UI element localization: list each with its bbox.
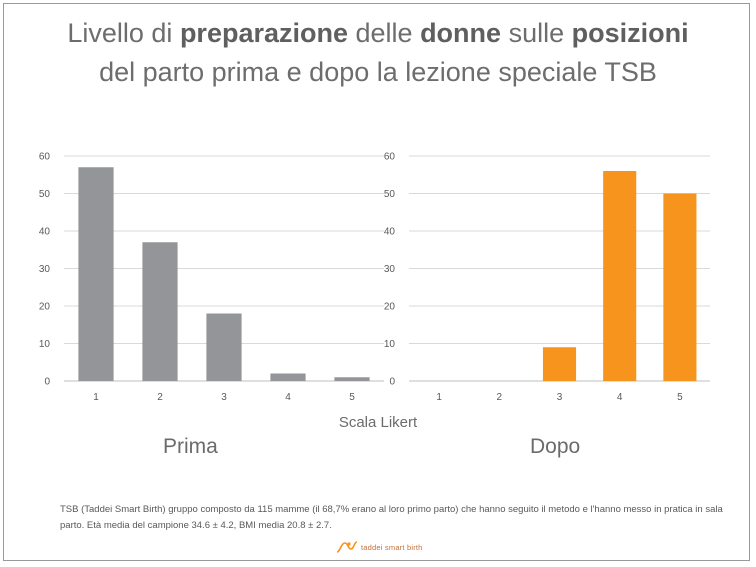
bar: [142, 242, 178, 381]
title-segment: Livello di: [67, 18, 180, 48]
title-segment: donne: [420, 18, 502, 48]
y-tick-label: 0: [389, 377, 395, 388]
x-tick-label: 1: [436, 392, 442, 403]
bar: [663, 193, 697, 381]
bar: [270, 373, 306, 381]
brand-logo-text: taddei smart birth: [361, 542, 423, 552]
y-tick-label: 40: [384, 227, 396, 238]
y-tick-label: 60: [39, 152, 51, 163]
bar: [603, 171, 637, 381]
title-segment: preparazione: [179, 18, 348, 48]
x-tick-label: 5: [349, 392, 355, 403]
x-tick-label: 3: [221, 392, 227, 403]
y-tick-label: 10: [39, 339, 51, 350]
x-tick-label: 2: [157, 392, 163, 403]
y-tick-label: 30: [384, 264, 396, 275]
title-line-2: del parto prima e dopo la lezione specia…: [99, 57, 657, 87]
panel-label-prima: Prima: [163, 435, 218, 458]
x-tick-label: 5: [677, 392, 683, 403]
x-tick-label: 4: [285, 392, 291, 403]
x-tick-label: 2: [497, 392, 503, 403]
bar: [78, 167, 114, 381]
y-tick-label: 20: [384, 302, 396, 313]
bar: [334, 377, 370, 381]
x-tick-label: 3: [557, 392, 563, 403]
x-tick-label: 1: [93, 392, 99, 403]
footnote: TSB (Taddei Smart Birth) gruppo composto…: [60, 504, 723, 531]
title-line-1: Livello di preparazione delle donne sull…: [67, 18, 688, 48]
brand-logo-icon: [336, 541, 358, 553]
slide-frame: [3, 3, 750, 561]
x-axis-title: Scala Likert: [338, 414, 418, 431]
y-tick-label: 40: [39, 227, 51, 238]
panel-label-dopo: Dopo: [530, 435, 581, 458]
bar: [206, 313, 242, 381]
y-tick-label: 60: [384, 152, 396, 163]
title-segment: posizioni: [571, 18, 689, 48]
title-segment: sulle: [501, 18, 572, 48]
brand-logo: taddei smart birth: [336, 538, 423, 556]
slide-title: Livello di preparazione delle donne sull…: [0, 14, 756, 92]
bar: [542, 347, 577, 381]
y-tick-label: 50: [39, 189, 51, 200]
x-tick-label: 4: [617, 392, 623, 403]
title-segment: delle: [348, 18, 421, 48]
y-tick-label: 0: [44, 377, 50, 388]
y-tick-label: 10: [384, 339, 396, 350]
y-tick-label: 30: [39, 264, 51, 275]
y-tick-label: 20: [39, 302, 51, 313]
y-tick-label: 50: [384, 189, 396, 200]
